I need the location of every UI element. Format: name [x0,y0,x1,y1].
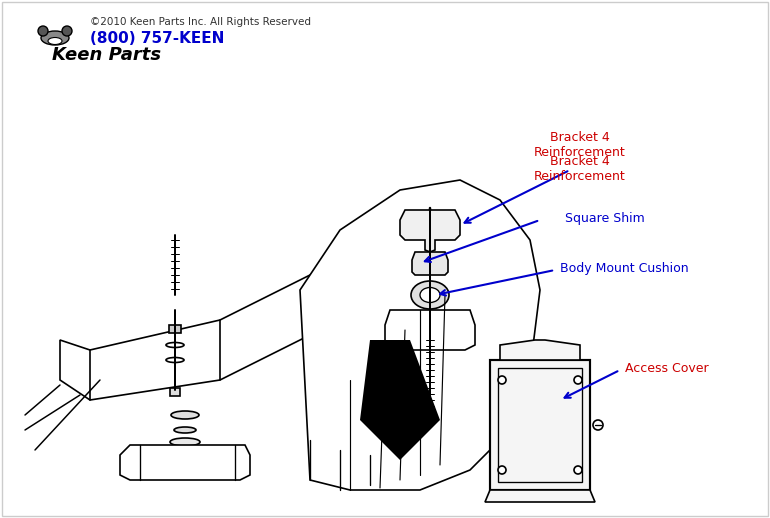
Polygon shape [60,195,480,400]
Ellipse shape [170,438,200,446]
Bar [425,410,435,418]
Polygon shape [300,180,540,490]
Text: Bracket 4
Reinforcement: Bracket 4 Reinforcement [534,155,626,183]
Circle shape [38,26,48,36]
Text: Body Mount Cushion: Body Mount Cushion [560,262,688,275]
Circle shape [593,420,603,430]
Ellipse shape [420,287,440,303]
Text: ©2010 Keen Parts Inc. All Rights Reserved: ©2010 Keen Parts Inc. All Rights Reserve… [90,17,311,27]
Text: Keen Parts: Keen Parts [52,46,161,64]
Circle shape [62,26,72,36]
Bar [169,325,181,333]
Text: Access Cover: Access Cover [625,362,708,375]
Ellipse shape [419,332,441,338]
Text: Square Shim: Square Shim [565,211,644,224]
Bar [498,368,582,482]
Ellipse shape [48,37,62,45]
Polygon shape [400,210,460,252]
Bar [170,388,180,396]
Polygon shape [360,340,440,460]
Ellipse shape [166,357,184,363]
Ellipse shape [166,342,184,348]
Circle shape [498,466,506,474]
Circle shape [574,376,582,384]
Text: Bracket 4
Reinforcement: Bracket 4 Reinforcement [534,131,626,159]
Ellipse shape [171,411,199,419]
Circle shape [574,466,582,474]
Polygon shape [500,340,580,360]
Ellipse shape [414,313,446,323]
Polygon shape [385,310,475,350]
Bar [490,360,590,490]
Ellipse shape [41,31,69,45]
Polygon shape [485,490,595,502]
Polygon shape [120,445,250,480]
Text: (800) 757-KEEN: (800) 757-KEEN [90,31,224,46]
Ellipse shape [411,281,449,309]
Ellipse shape [174,427,196,433]
Polygon shape [412,252,448,275]
Circle shape [498,376,506,384]
